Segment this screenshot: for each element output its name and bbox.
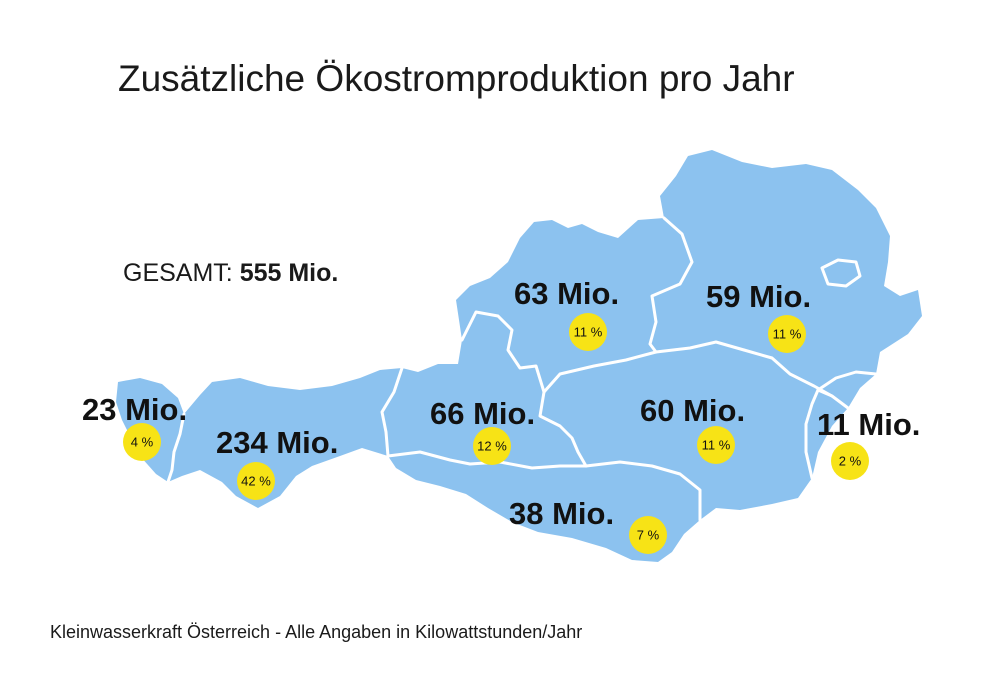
border-niederoesterreich-burgenland — [816, 370, 878, 392]
share-badge-niederoesterreich: 11 % — [768, 315, 806, 353]
total-value: 555 Mio. — [239, 259, 339, 287]
share-value-kaernten: 7 % — [637, 528, 660, 543]
share-value-burgenland: 2 % — [839, 454, 862, 469]
border-tirol-salzburg — [380, 366, 404, 458]
share-badge-steiermark: 11 % — [697, 426, 735, 464]
share-value-oberoesterreich: 11 % — [574, 325, 603, 340]
share-value-vorarlberg: 4 % — [131, 435, 154, 450]
region-value-tirol: 234 Mio. — [216, 425, 338, 460]
footer-note: Kleinwasserkraft Österreich - Alle Angab… — [50, 622, 583, 642]
border-steiermark-burgenland — [804, 388, 834, 480]
border-vienna — [820, 258, 862, 288]
border-salzburg-oberoesterreich — [460, 310, 546, 394]
share-badge-kaernten: 7 % — [629, 516, 667, 554]
share-value-tirol: 42 % — [241, 474, 271, 489]
page-title: Zusätzliche Ökostromproduktion pro Jahr — [118, 58, 795, 99]
share-badge-tirol: 42 % — [237, 462, 275, 500]
region-value-kaernten: 38 Mio. — [509, 496, 614, 531]
region-value-salzburg: 66 Mio. — [430, 396, 535, 431]
total-summary: GESAMT: 555 Mio. — [123, 259, 338, 288]
region-value-oberoesterreich: 63 Mio. — [514, 276, 619, 311]
share-value-niederoesterreich: 11 % — [773, 327, 802, 342]
region-value-steiermark: 60 Mio. — [640, 393, 745, 428]
region-value-vorarlberg: 23 Mio. — [82, 392, 187, 427]
border-salzburg-steiermark — [538, 390, 588, 468]
border-vorarlberg-tirol — [166, 412, 186, 484]
border-steiermark-kaernten — [584, 460, 702, 522]
total-label: GESAMT: — [123, 259, 233, 287]
share-badge-salzburg: 12 % — [473, 427, 511, 465]
share-badge-vorarlberg: 4 % — [123, 423, 161, 461]
border-steiermark-niederoesterreich — [742, 348, 850, 410]
region-value-burgenland: 11 Mio. — [817, 407, 920, 442]
region-value-niederoesterreich: 59 Mio. — [706, 279, 811, 314]
share-badge-burgenland: 2 % — [831, 442, 869, 480]
share-value-salzburg: 12 % — [477, 439, 507, 454]
share-value-steiermark: 11 % — [702, 438, 731, 453]
border-oberoesterreich-niederoesterreich — [648, 216, 694, 354]
share-badge-oberoesterreich: 11 % — [569, 313, 607, 351]
border-oberoesterreich-steiermark — [542, 340, 746, 394]
